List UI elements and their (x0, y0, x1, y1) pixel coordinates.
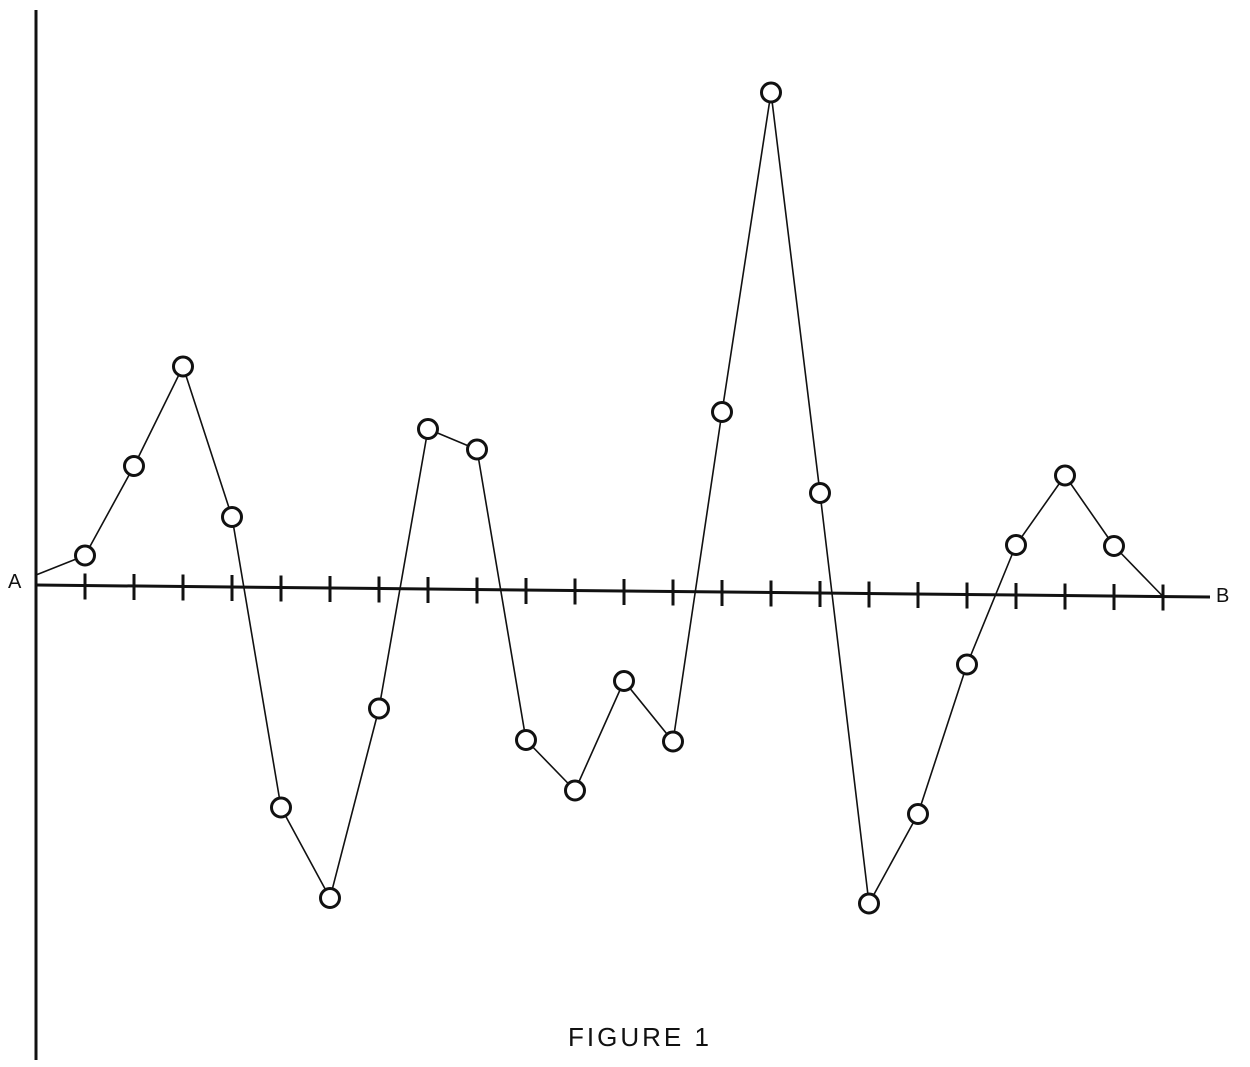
data-point (564, 779, 586, 802)
data-point (858, 892, 880, 915)
data-point (1103, 535, 1125, 557)
data-point (270, 796, 292, 819)
x-axis-ticks (83, 573, 1165, 611)
data-point (123, 455, 145, 477)
data-point (417, 418, 439, 440)
data-point (907, 803, 929, 825)
data-point (1005, 534, 1027, 556)
data-point (809, 482, 831, 504)
data-point (368, 697, 390, 720)
figure-caption: FIGURE 1 (568, 1022, 712, 1052)
data-point (515, 729, 537, 751)
data-point (221, 506, 243, 528)
data-point (760, 81, 782, 104)
data-point (1054, 464, 1076, 487)
data-point (956, 653, 978, 676)
axis-start-label: A (8, 571, 22, 593)
data-point (74, 544, 96, 567)
data-points (74, 81, 1125, 915)
axis-end-label: B (1216, 585, 1229, 607)
data-series-line (35, 91, 1164, 905)
data-point (613, 670, 635, 692)
data-point (466, 438, 488, 461)
data-point (711, 401, 733, 423)
data-point (319, 887, 341, 909)
data-point (172, 355, 194, 378)
data-point (662, 730, 684, 753)
